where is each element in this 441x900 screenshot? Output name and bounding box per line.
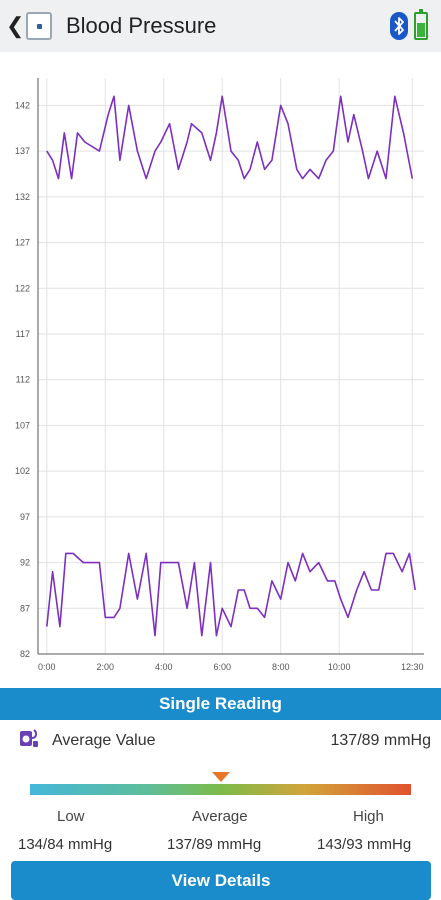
y-tick-label: 82 — [20, 649, 30, 659]
page-title: Blood Pressure — [66, 13, 217, 38]
blood-pressure-chart: 142 137 132 127 122 117 112 107 102 97 92 87 82 0:00 2… — [15, 78, 424, 672]
single-reading-banner[interactable]: Single Reading — [0, 688, 441, 720]
battery-level — [417, 22, 425, 37]
y-tick-label: 122 — [15, 283, 30, 293]
app-icon — [26, 12, 52, 40]
scale-low-label: Low — [57, 808, 85, 825]
x-tick-label: 6:00 — [213, 662, 231, 672]
average-value-row: Average Value 137/89 mmHg — [0, 724, 441, 760]
blood-pressure-monitor-icon — [18, 728, 40, 750]
back-icon[interactable]: ❮ — [6, 13, 25, 38]
bluetooth-glyph — [394, 17, 404, 35]
y-tick-label: 112 — [16, 375, 30, 385]
x-tick-label: 0:00 — [38, 662, 56, 672]
view-details-button[interactable]: View Details — [11, 861, 431, 900]
y-tick-label: 137 — [15, 146, 30, 156]
y-tick-label: 142 — [15, 100, 30, 110]
top-bar: ❮ Blood Pressure — [0, 0, 441, 52]
y-tick-label: 102 — [15, 466, 30, 476]
x-tick-label: 12:30 — [401, 662, 424, 672]
bluetooth-icon — [390, 12, 408, 40]
scale-high-label: High — [353, 808, 384, 825]
monitor-glyph — [20, 729, 38, 747]
diastolic-line — [46, 552, 416, 637]
y-tick-label: 132 — [15, 192, 30, 202]
y-tick-label: 97 — [20, 512, 30, 522]
systolic-line — [46, 95, 414, 180]
scale-average-label: Average — [192, 808, 248, 825]
y-tick-label: 87 — [20, 603, 30, 613]
scale-average-value: 137/89 mmHg — [167, 836, 262, 853]
x-tick-label: 8:00 — [272, 662, 290, 672]
x-tick-label: 10:00 — [328, 662, 351, 672]
x-tick-label: 4:00 — [155, 662, 173, 672]
y-tick-label: 127 — [15, 238, 30, 248]
app-icon-dot — [37, 24, 42, 29]
scale-high-value: 143/93 mmHg — [317, 836, 412, 853]
scale-low-value: 134/84 mmHg — [18, 836, 113, 853]
average-value-label: Average Value — [52, 732, 156, 749]
y-tick-label: 107 — [15, 420, 30, 430]
x-tick-label: 2:00 — [96, 662, 114, 672]
y-tick-label: 92 — [20, 558, 30, 568]
y-tick-label: 117 — [16, 329, 30, 339]
battery-icon — [414, 9, 428, 40]
pressure-range-gradient — [30, 784, 411, 795]
average-marker-icon — [212, 772, 230, 782]
average-value: 137/89 mmHg — [330, 732, 432, 749]
